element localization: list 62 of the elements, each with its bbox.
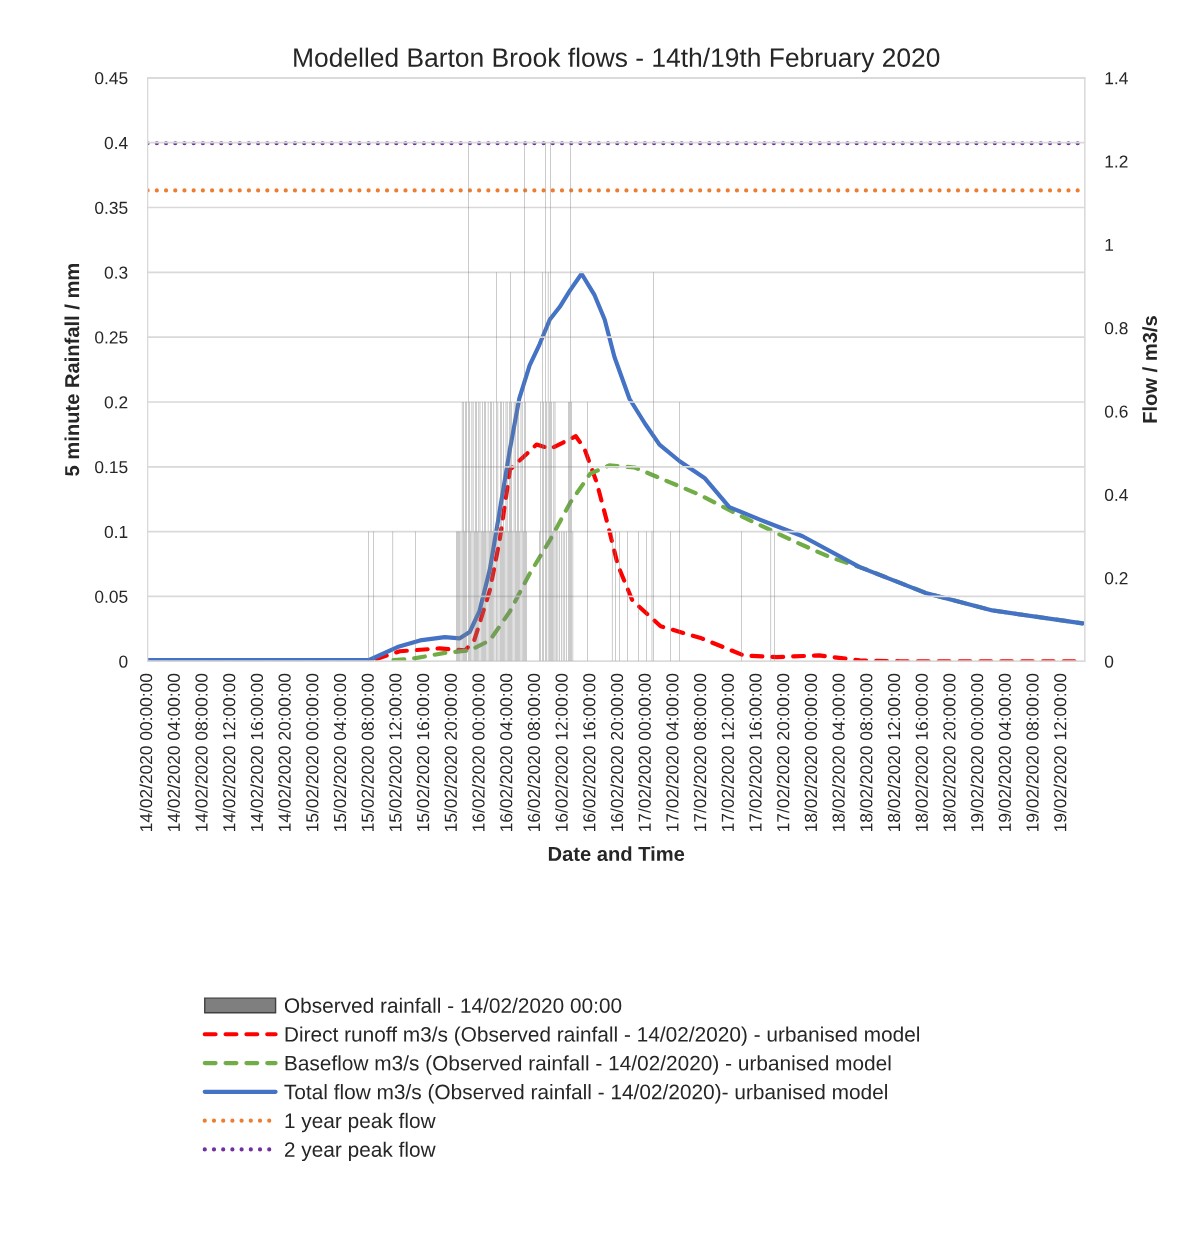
x-tick-label: 15/02/2020 04:00:00	[333, 673, 347, 832]
y2-tick-label: 1.2	[1105, 155, 1128, 168]
y2-tick-label: 1	[1105, 238, 1114, 251]
x-tick-label: 14/02/2020 00:00:00	[139, 673, 153, 832]
x-tick-label: 16/02/2020 04:00:00	[499, 673, 513, 832]
x-tick-label: 18/02/2020 12:00:00	[887, 673, 901, 832]
x-tick-label: 17/02/2020 08:00:00	[693, 673, 707, 832]
y-tick-label: 0.25	[95, 331, 128, 344]
y-tick-label: 0.45	[95, 72, 128, 85]
x-tick-label: 17/02/2020 20:00:00	[776, 673, 790, 832]
y2-tick-label: 0.2	[1104, 572, 1128, 585]
x-tick-label: 19/02/2020 00:00:00	[970, 673, 984, 832]
x-tick-label: 15/02/2020 08:00:00	[361, 673, 374, 832]
x-tick-label: 16/02/2020 08:00:00	[527, 673, 541, 832]
y2-axis-title: Flow / m3/s	[1142, 316, 1158, 423]
x-tick-label: 15/02/2020 12:00:00	[388, 673, 402, 832]
x-tick-label: 16/02/2020 12:00:00	[555, 673, 568, 832]
x-tick-label: 14/02/2020 04:00:00	[167, 673, 180, 832]
y-tick-label: 0.15	[95, 460, 128, 474]
x-tick-label: 14/02/2020 16:00:00	[250, 673, 264, 832]
y-tick-label: 0.1	[104, 525, 128, 539]
x-tick-label: 14/02/2020 12:00:00	[222, 673, 236, 832]
x-tick-label: 17/02/2020 04:00:00	[665, 673, 679, 832]
x-tick-label: 14/02/2020 08:00:00	[194, 673, 208, 832]
x-tick-label: 17/02/2020 00:00:00	[638, 673, 651, 832]
y-tick-label: 0.4	[104, 136, 128, 150]
y2-tick-label: 0	[1104, 655, 1114, 668]
x-tick-label: 18/02/2020 04:00:00	[832, 673, 845, 832]
x-tick-label: 15/02/2020 20:00:00	[444, 673, 457, 832]
x-tick-label: 19/02/2020 08:00:00	[1025, 673, 1039, 832]
y2-tick-label: 0.4	[1104, 488, 1128, 502]
y-tick-label: 0	[119, 655, 128, 668]
x-tick-label: 18/02/2020 16:00:00	[915, 673, 928, 832]
x-tick-label: 19/02/2020 12:00:00	[1053, 673, 1067, 832]
x-tick-label: 16/02/2020 20:00:00	[610, 673, 624, 832]
x-tick-label: 18/02/2020 00:00:00	[804, 673, 818, 832]
chart-title: Modelled Barton Brook flows - 14th/19th February 2020	[294, 47, 940, 73]
legend-label: 2 year peak flow	[284, 1141, 436, 1162]
x-tick-label: 15/02/2020 16:00:00	[416, 673, 430, 832]
x-tick-label: 19/02/2020 04:00:00	[998, 673, 1011, 832]
x-tick-label: 15/02/2020 00:00:00	[305, 673, 319, 832]
y2-tick-label: 1.4	[1105, 72, 1128, 85]
y-tick-label: 0.05	[95, 590, 128, 603]
y-tick-label: 0.35	[95, 201, 128, 214]
y-tick-label: 0.3	[104, 266, 128, 279]
x-tick-label: 18/02/2020 20:00:00	[942, 673, 956, 832]
legend-label: Observed rainfall - 14/02/2020 00:00	[284, 997, 622, 1013]
y2-tick-label: 0.8	[1104, 322, 1128, 335]
x-tick-label: 17/02/2020 16:00:00	[748, 673, 762, 832]
x-tick-label: 18/02/2020 08:00:00	[859, 673, 873, 832]
x-tick-label: 14/02/2020 20:00:00	[278, 673, 291, 832]
x-axis-title: Date and Time	[548, 846, 685, 862]
y-axis-title: 5 minute Rainfall / mm	[64, 263, 80, 476]
y-tick-label: 0.2	[104, 396, 128, 409]
x-tick-label: 16/02/2020 16:00:00	[582, 673, 596, 832]
x-tick-label: 16/02/2020 00:00:00	[471, 673, 485, 832]
x-tick-label: 17/02/2020 12:00:00	[721, 673, 734, 832]
legend-label: 1 year peak flow	[285, 1112, 436, 1133]
legend-label: Total flow m3/s (Observed rainfall - 14/02/2020)- urbanised model	[284, 1084, 887, 1104]
legend-label: Direct runoff m3/s (Observed rainfall - 14/02/2020) - urbanised model	[285, 1026, 920, 1046]
legend-label: Baseflow m3/s (Observed rainfall - 14/02/2020) - urbanised model	[285, 1055, 891, 1075]
y2-tick-label: 0.6	[1104, 405, 1128, 418]
